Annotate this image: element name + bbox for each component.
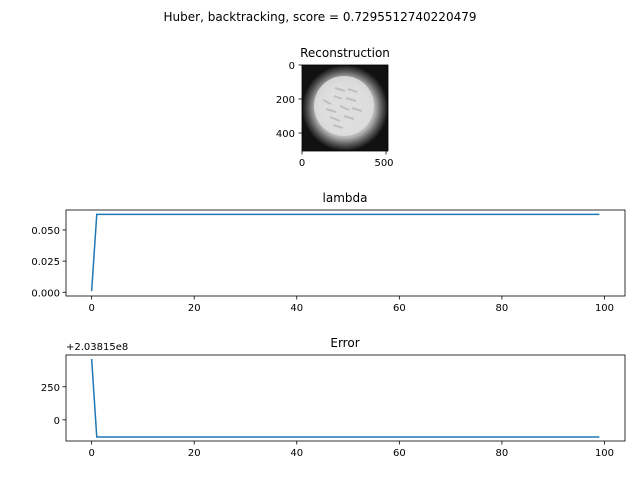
lambda-xtick-label: 60 xyxy=(393,303,406,314)
lambda-xtick-label: 80 xyxy=(496,303,509,314)
reconstruction-xtick-500: 500 xyxy=(374,158,393,169)
reconstruction-title: Reconstruction xyxy=(300,46,390,60)
error-xtick-label: 0 xyxy=(88,448,94,459)
lambda-ytick-label: 0.000 xyxy=(31,288,60,299)
lambda-title: lambda xyxy=(323,191,368,205)
error-ytick-label: 0 xyxy=(54,416,60,427)
lambda-series-line xyxy=(90,213,600,292)
error-frame xyxy=(65,354,626,442)
error-xtick-label: 20 xyxy=(188,448,201,459)
lambda-xtick-label: 0 xyxy=(88,303,94,314)
reconstruction-xtick-0: 0 xyxy=(299,158,305,169)
lambda-xtick-label: 100 xyxy=(595,303,614,314)
lambda-xtick-label: 40 xyxy=(290,303,303,314)
error-title: Error xyxy=(330,336,359,350)
reconstruction-disk xyxy=(314,76,374,136)
reconstruction-frame xyxy=(301,64,389,152)
reconstruction-axes: Reconstruction 0 200 400 xyxy=(276,46,394,169)
lambda-xtick-label: 20 xyxy=(188,303,201,314)
error-xtick-label: 80 xyxy=(496,448,509,459)
error-series-line xyxy=(90,358,600,438)
reconstruction-xticks xyxy=(301,151,387,155)
error-ytick-label: 250 xyxy=(41,383,60,394)
error-offset-text: +2.03815e8 xyxy=(66,342,128,353)
error-axes: Error +2.03815e8 0 20 40 60 80 100 0 250 xyxy=(41,336,626,459)
lambda-frame xyxy=(65,209,626,297)
reconstruction-texture xyxy=(322,87,363,129)
reconstruction-ytick-0: 0 xyxy=(289,61,295,72)
reconstruction-ytick-400: 400 xyxy=(276,129,295,140)
reconstruction-ytick-200: 200 xyxy=(276,95,295,106)
error-xtick-label: 60 xyxy=(393,448,406,459)
lambda-ytick-label: 0.050 xyxy=(31,226,60,237)
lambda-ytick-label: 0.025 xyxy=(31,257,60,268)
figure-title: Huber, backtracking, score = 0.729551274… xyxy=(164,10,477,24)
error-xtick-label: 100 xyxy=(595,448,614,459)
lambda-axes: lambda 0 20 40 60 80 100 0.000 0.025 0.050 xyxy=(31,191,626,314)
error-xtick-label: 40 xyxy=(290,448,303,459)
reconstruction-yticks xyxy=(298,64,302,134)
